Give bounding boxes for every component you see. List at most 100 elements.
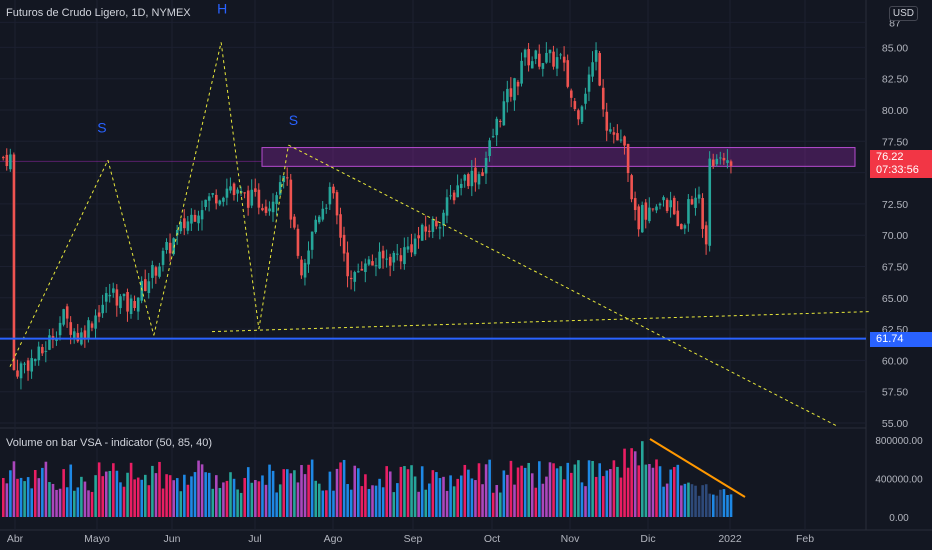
candle-body	[623, 136, 626, 146]
volume-bar	[115, 470, 119, 517]
candle-body	[605, 111, 609, 131]
candle-body	[495, 118, 499, 136]
candle-body	[261, 208, 264, 211]
volume-bar	[662, 486, 665, 517]
candle-body	[364, 263, 367, 273]
x-tick-label: Jun	[164, 533, 181, 545]
volume-bar	[538, 461, 541, 517]
candle-body	[349, 277, 353, 280]
volume-bar	[396, 483, 399, 517]
volume-bar	[655, 459, 658, 517]
candle-body	[207, 196, 211, 201]
volume-bar	[197, 460, 200, 517]
volume-bar	[222, 482, 225, 517]
candle-body	[548, 49, 552, 54]
volume-bar	[48, 482, 51, 517]
candle-body	[147, 281, 151, 294]
volume-bar	[459, 475, 463, 517]
volume-bar	[704, 484, 708, 517]
candle-body	[154, 267, 158, 276]
candle-body	[211, 193, 215, 195]
volume-bar	[246, 467, 250, 517]
candle-body	[562, 56, 566, 63]
candle-body	[424, 226, 428, 232]
pattern-line	[211, 311, 871, 333]
candle-body	[218, 200, 222, 205]
candle-body	[16, 370, 19, 377]
volume-bar	[275, 492, 278, 517]
x-tick-label: Jul	[248, 533, 261, 545]
volume-bar	[630, 448, 633, 517]
countdown-label: 07:33:56	[876, 164, 919, 176]
volume-bar	[254, 480, 257, 517]
candle-body	[161, 250, 165, 265]
volume-bar	[570, 472, 573, 517]
volume-bar	[502, 470, 506, 517]
candle-body	[413, 238, 417, 255]
volume-bar	[65, 487, 69, 517]
volume-bar	[530, 473, 534, 517]
volume-bar	[403, 466, 406, 517]
y-tick-label: 85.00	[882, 42, 908, 54]
volume-bar	[541, 483, 545, 517]
candle-body	[417, 235, 420, 239]
volume-bar	[580, 482, 584, 517]
candle-body	[317, 216, 321, 223]
candle-body	[151, 265, 154, 278]
volume-bar	[523, 467, 527, 517]
volume-bar	[680, 485, 683, 517]
volume-bar	[648, 464, 651, 517]
candle-body	[101, 304, 104, 314]
volume-bar	[257, 481, 261, 517]
candle-body	[62, 309, 65, 325]
volume-bar	[271, 470, 275, 517]
candle-body	[278, 182, 282, 195]
candle-body	[357, 271, 360, 273]
volume-bar	[555, 468, 559, 517]
volume-bar	[94, 475, 97, 517]
candle-body	[428, 230, 431, 232]
volume-bar	[268, 464, 271, 517]
candle-body	[594, 50, 598, 62]
volume-bar	[438, 478, 442, 517]
volume-bar	[357, 468, 360, 517]
candle-body	[474, 167, 477, 183]
volume-bar	[55, 489, 58, 517]
candle-body	[566, 60, 570, 87]
candle-body	[48, 335, 51, 350]
candle-body	[5, 154, 9, 167]
volume-bar	[697, 495, 701, 517]
volume-bar	[399, 466, 403, 517]
candle-body	[115, 289, 119, 306]
volume-bar	[186, 484, 190, 517]
volume-bar	[183, 474, 186, 517]
currency-button[interactable]: USD	[888, 6, 918, 21]
candle-body	[690, 199, 694, 205]
candle-body	[396, 253, 399, 255]
candle-body	[58, 322, 62, 336]
volume-bar	[388, 471, 392, 517]
volume-bar	[577, 460, 580, 517]
volume-bar	[303, 474, 307, 517]
pattern-label: H	[217, 1, 227, 17]
volume-bar	[33, 469, 37, 517]
volume-bar	[495, 485, 499, 517]
candle-body	[513, 78, 516, 101]
volume-bar	[424, 489, 428, 517]
candle-body	[452, 192, 456, 201]
volume-bar	[626, 467, 630, 517]
volume-bar	[122, 486, 126, 517]
volume-bar	[193, 472, 197, 517]
candle-body	[126, 292, 129, 312]
candle-body	[254, 188, 257, 192]
candle-body	[12, 154, 16, 371]
candle-body	[570, 90, 573, 98]
candle-body	[506, 88, 509, 103]
volume-bar	[335, 468, 339, 517]
volume-bar	[286, 469, 289, 517]
candle-body	[715, 158, 719, 165]
candle-body	[339, 214, 342, 238]
candle-body	[197, 215, 200, 224]
volume-bar	[726, 494, 729, 517]
